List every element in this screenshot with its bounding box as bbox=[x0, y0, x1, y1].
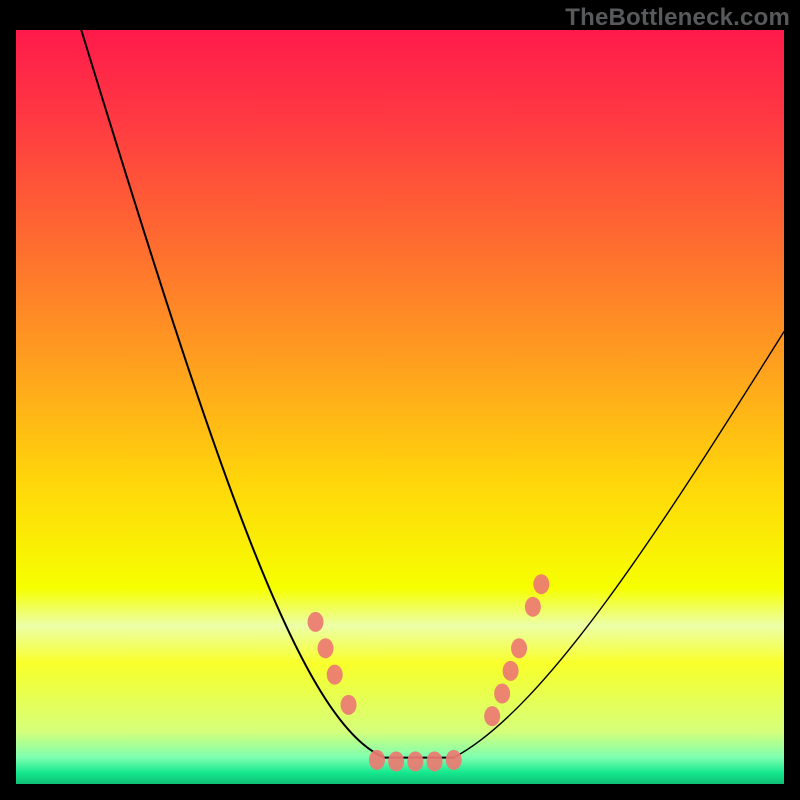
data-marker bbox=[494, 684, 510, 704]
chart-canvas: TheBottleneck.com bbox=[0, 0, 800, 800]
data-marker bbox=[533, 574, 549, 594]
data-marker bbox=[427, 751, 443, 771]
data-marker bbox=[525, 597, 541, 617]
data-marker bbox=[369, 750, 385, 770]
data-marker bbox=[446, 750, 462, 770]
data-marker bbox=[484, 706, 500, 726]
data-marker bbox=[318, 638, 334, 658]
data-marker bbox=[327, 665, 343, 685]
data-marker bbox=[407, 751, 423, 771]
data-marker bbox=[511, 638, 527, 658]
data-marker bbox=[388, 751, 404, 771]
data-marker bbox=[341, 695, 357, 715]
data-marker bbox=[308, 612, 324, 632]
plot-background bbox=[16, 30, 784, 784]
bottleneck-curve-chart bbox=[0, 0, 800, 800]
watermark-text: TheBottleneck.com bbox=[565, 4, 790, 32]
data-marker bbox=[503, 661, 519, 681]
